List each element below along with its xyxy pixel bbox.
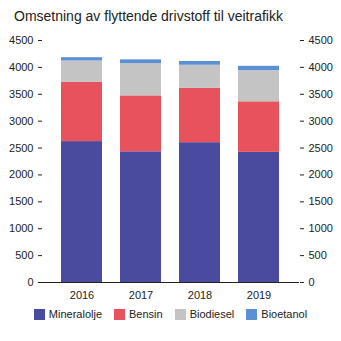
svg-text:2000: 2000 [9, 168, 33, 180]
svg-text:2000: 2000 [309, 168, 333, 180]
svg-text:2017: 2017 [129, 289, 153, 301]
svg-text:0: 0 [309, 276, 315, 288]
svg-text:1000: 1000 [9, 222, 33, 234]
svg-text:4000: 4000 [9, 61, 33, 73]
svg-text:500: 500 [15, 249, 33, 261]
html-text:Biodiesel: Biodiesel [189, 308, 235, 320]
html-text:Bensin: Bensin [129, 308, 163, 320]
svg-text:2500: 2500 [309, 142, 333, 154]
html-text:Mineralolje: Mineralolje [48, 308, 102, 320]
svg-text:2016: 2016 [70, 289, 94, 301]
svg-text:4000: 4000 [309, 61, 333, 73]
svg-text:0: 0 [27, 276, 33, 288]
svg-text:3500: 3500 [309, 88, 333, 100]
svg-text:2018: 2018 [188, 289, 212, 301]
svg-text:500: 500 [309, 249, 327, 261]
svg-text:4500: 4500 [9, 34, 33, 46]
svg-text:1000: 1000 [309, 222, 333, 234]
svg-text:4500: 4500 [309, 34, 333, 46]
svg-text:3500: 3500 [9, 88, 33, 100]
svg-text:2019: 2019 [247, 289, 271, 301]
html-text:Bioetanol: Bioetanol [261, 308, 308, 320]
svg-text:1500: 1500 [9, 195, 33, 207]
svg-text:3000: 3000 [309, 115, 333, 127]
html-text:Omsetning av flyttende drivsto: Omsetning av flyttende drivstoff til vei… [14, 8, 283, 24]
svg-text:1500: 1500 [309, 195, 333, 207]
svg-text:3000: 3000 [9, 115, 33, 127]
svg-text:2500: 2500 [9, 142, 33, 154]
